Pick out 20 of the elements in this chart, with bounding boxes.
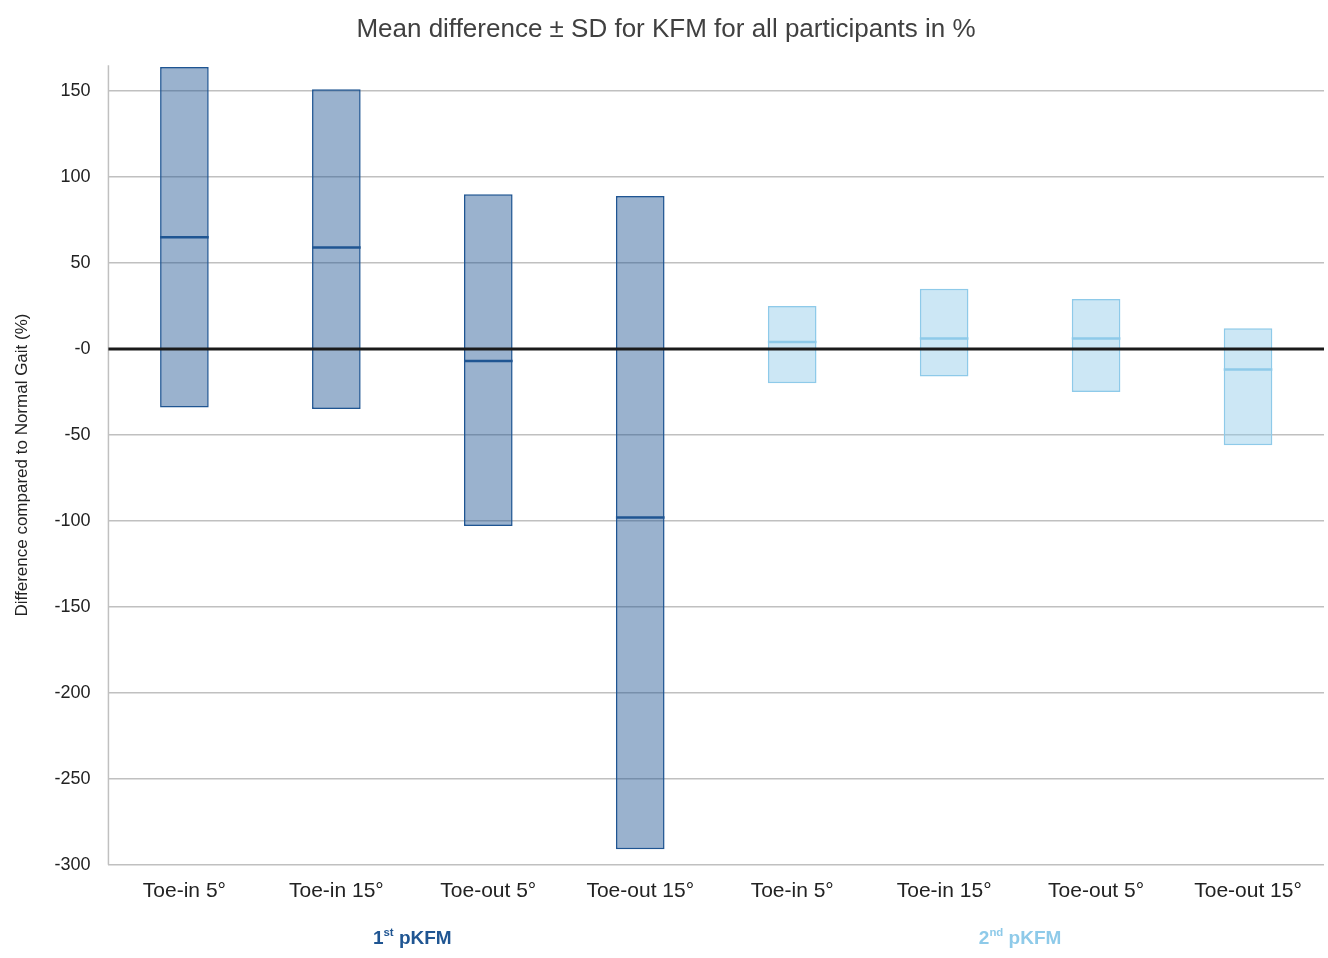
y-tick-label: 100	[60, 165, 91, 186]
x-tick-label: Toe-out 15°	[586, 878, 695, 902]
y-tick-label: 50	[70, 251, 91, 272]
y-tick-label: -150	[54, 595, 91, 616]
y-axis-title: Difference compared to Normal Gait (%)	[11, 313, 31, 617]
y-tick-label: -300	[54, 853, 91, 874]
y-tick-label: 150	[60, 79, 91, 100]
y-tick-label: -200	[54, 681, 91, 702]
chart-title: Mean difference ± SD for KFM for all participants in %	[356, 12, 976, 43]
x-tick-label: Toe-in 15°	[896, 878, 992, 902]
x-tick-label: Toe-in 15°	[288, 878, 384, 902]
x-tick-label: Toe-out 5°	[1048, 878, 1145, 902]
y-tick-label: -0	[74, 337, 91, 358]
x-tick-label: Toe-in 5°	[142, 878, 226, 902]
y-tick-label: -250	[54, 767, 91, 788]
x-tick-label: Toe-out 5°	[440, 878, 537, 902]
y-tick-label: -100	[54, 509, 91, 530]
x-tick-label: Toe-out 15°	[1194, 878, 1302, 902]
x-tick-label: Toe-in 5°	[750, 878, 834, 902]
y-tick-label: -50	[64, 423, 91, 444]
